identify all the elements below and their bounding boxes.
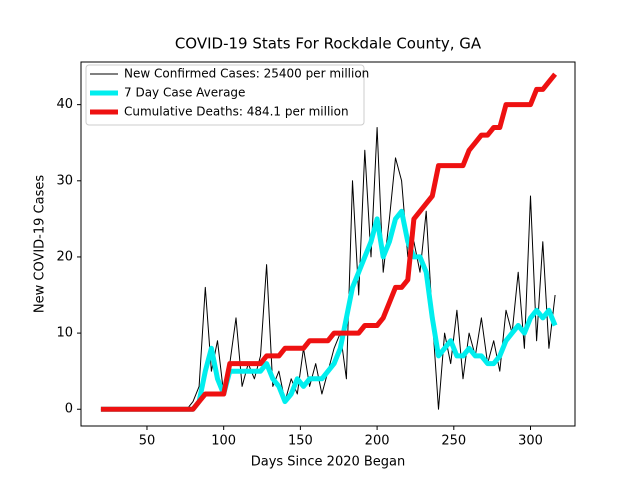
y-tick-label: 10 (56, 326, 73, 341)
x-axis-label: Days Since 2020 Began (251, 455, 406, 470)
y-tick-label: 30 (56, 173, 73, 188)
series-line (100, 72, 558, 412)
x-tick-label: 300 (518, 434, 543, 449)
y-tick-label: 20 (56, 249, 73, 264)
legend-label: New Confirmed Cases: 25400 per million (124, 67, 369, 81)
x-tick-label: 200 (365, 434, 390, 449)
y-tick-label: 40 (56, 97, 73, 112)
plot-frame (80, 61, 576, 427)
legend-label: 7 Day Case Average (124, 86, 245, 100)
y-tick-label: 0 (65, 402, 73, 417)
legend-label: Cumulative Deaths: 484.1 per million (124, 105, 349, 119)
legend-box (85, 64, 365, 126)
x-tick-label: 250 (441, 434, 466, 449)
chart-title: COVID-19 Stats For Rockdale County, GA (175, 35, 482, 53)
x-tick-label: 150 (288, 434, 313, 449)
y-axis-label: New COVID-19 Cases (33, 175, 48, 313)
x-tick-label: 50 (139, 434, 156, 449)
x-tick-label: 100 (211, 434, 236, 449)
